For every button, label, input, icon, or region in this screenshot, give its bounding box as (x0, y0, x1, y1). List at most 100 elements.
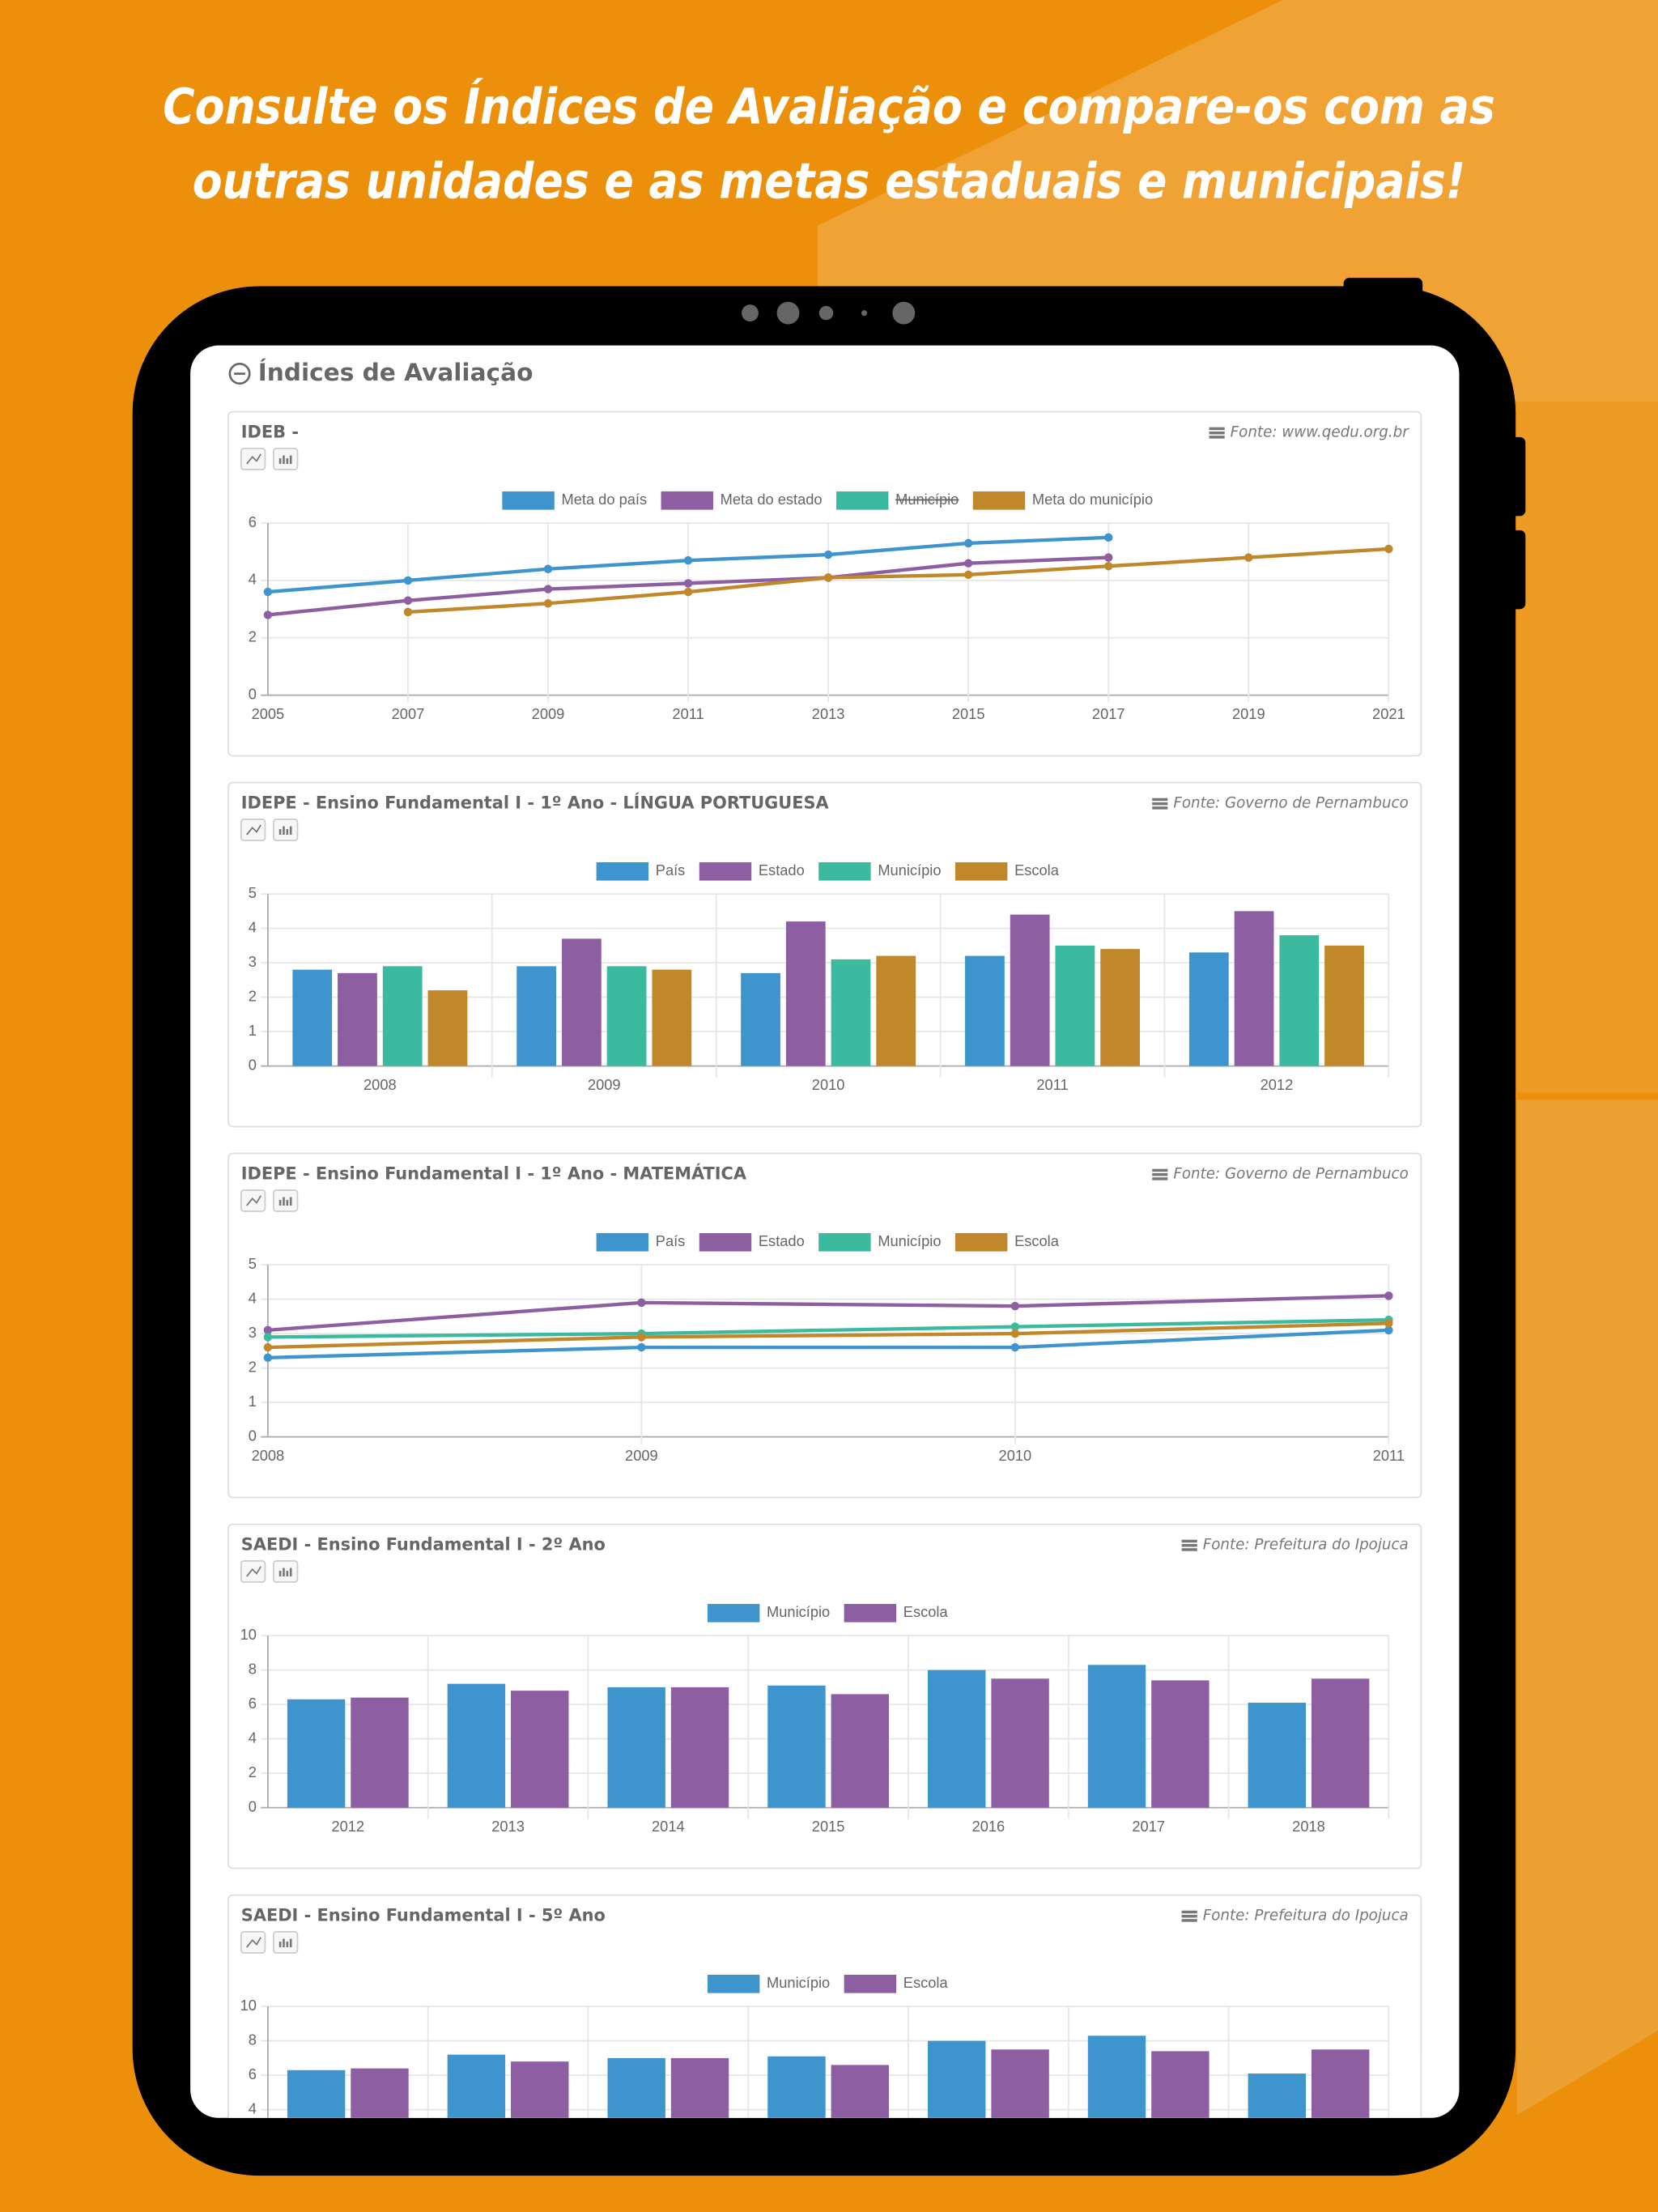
button-icon (286, 829, 289, 835)
point (1010, 1329, 1020, 1338)
legend-swatch (818, 1232, 871, 1252)
bar (1248, 2074, 1306, 2118)
bar (561, 938, 602, 1066)
point (263, 1353, 273, 1363)
bg-shape (1516, 1100, 1658, 2116)
legend-item[interactable]: Escola (844, 1974, 949, 1993)
legend-label: País (656, 1232, 686, 1249)
bar (1248, 1703, 1306, 1808)
point (1010, 1301, 1020, 1311)
legend-label: Meta do país (562, 491, 648, 508)
bar (1324, 945, 1364, 1066)
legend-swatch (836, 491, 889, 510)
bar (991, 2049, 1049, 2118)
y-tick-label: 4 (249, 571, 257, 588)
point (963, 570, 973, 580)
legend-item[interactable]: Meta do país (502, 491, 648, 510)
button-icon (246, 824, 261, 836)
y-tick-label: 8 (249, 1660, 257, 1677)
line-chart-button[interactable] (240, 1559, 266, 1583)
bar (1311, 2049, 1370, 2118)
headline: outras unidades e as metas estaduais e m… (193, 153, 1466, 211)
chart-card: SAEDI - Ensino Fundamental I - 5º Ano Fon… (227, 1894, 1422, 2118)
legend-item[interactable]: Município (818, 861, 942, 881)
legend-item[interactable]: Estado (699, 1232, 805, 1252)
legend-item[interactable]: Escola (954, 1232, 1060, 1252)
bar (1188, 952, 1229, 1066)
x-tick-label: 2013 (812, 705, 845, 722)
y-tick-label: 2 (249, 987, 257, 1004)
bar (785, 921, 826, 1066)
legend-item[interactable]: Meta do estado (661, 491, 823, 510)
point (1104, 562, 1113, 571)
y-tick-label: 2 (249, 1358, 257, 1375)
source-icon (1181, 1543, 1197, 1547)
bar (427, 990, 468, 1066)
line-chart-button[interactable] (240, 818, 266, 841)
bar-chart-button[interactable] (272, 1189, 299, 1212)
bar-chart-button[interactable] (272, 1559, 299, 1583)
y-tick-label: 8 (249, 2031, 257, 2048)
bar (1311, 1678, 1370, 1808)
x-tick-label: 2014 (652, 1818, 685, 1835)
legend-item[interactable]: Estado (699, 861, 805, 881)
line (267, 1321, 1389, 1350)
x-tick-label: 2007 (392, 705, 425, 722)
legend-item[interactable]: País (596, 1232, 686, 1252)
bar-chart-button[interactable] (272, 818, 299, 841)
legend-item[interactable]: Município (707, 1603, 830, 1623)
source-icon (1181, 1539, 1197, 1543)
y-tick-label: 4 (249, 918, 257, 935)
legend-item[interactable]: Escola (844, 1603, 949, 1623)
chart-card: IDEB - Fonte: www.qedu.org.br Meta do país… (227, 410, 1422, 757)
bar (607, 2057, 665, 2118)
bar-chart-button[interactable] (272, 447, 299, 470)
legend-item[interactable]: País (596, 861, 686, 881)
legend-label: Município (767, 1603, 830, 1620)
bar-chart-button[interactable] (272, 1930, 299, 1954)
line-chart-button[interactable] (240, 1930, 266, 1954)
bar (831, 2065, 890, 2118)
button-icon (283, 455, 285, 464)
bar (517, 966, 557, 1066)
button-icon (278, 1942, 282, 1948)
bar (767, 2056, 826, 2118)
point (263, 1333, 273, 1342)
legend-label: País (656, 861, 686, 878)
point (1384, 544, 1393, 554)
button-icon (246, 453, 261, 465)
card (227, 1152, 1422, 1499)
line-chart-button[interactable] (240, 1189, 266, 1212)
point (543, 564, 553, 573)
x-tick-label: 2005 (252, 705, 285, 722)
line-chart-button[interactable] (240, 447, 266, 470)
chart-card: SAEDI - Ensino Fundamental I - 2º Ano Fon… (227, 1523, 1422, 1870)
legend-item[interactable]: Meta do município (972, 491, 1153, 510)
line (267, 1328, 1389, 1360)
legend-item[interactable]: Município (818, 1232, 942, 1252)
chart-title: IDEB - (241, 423, 299, 442)
bar (991, 1678, 1049, 1808)
source-icon (1181, 1919, 1197, 1922)
source-icon (1152, 1177, 1168, 1180)
point (1384, 1325, 1393, 1335)
point (637, 1333, 646, 1342)
bar (287, 1699, 346, 1808)
legend-item[interactable]: Município (707, 1974, 830, 1993)
legend-label: Estado (759, 861, 805, 878)
source-icon (1209, 436, 1225, 439)
bar (351, 1697, 409, 1808)
chart-title: SAEDI - Ensino Fundamental I - 2º Ano (241, 1535, 606, 1555)
bar (965, 955, 1005, 1066)
bar (1087, 2035, 1146, 2118)
point (1010, 1322, 1020, 1331)
legend-item[interactable]: Município (836, 491, 959, 510)
x-tick-label: 2017 (1132, 1818, 1165, 1835)
legend-item[interactable]: Escola (954, 861, 1060, 881)
point (963, 538, 973, 548)
point (637, 1298, 646, 1308)
y-tick-label: 5 (249, 1255, 257, 1272)
y-tick-label: 6 (249, 2065, 257, 2082)
collapse-icon[interactable] (228, 363, 251, 385)
point (403, 596, 413, 605)
